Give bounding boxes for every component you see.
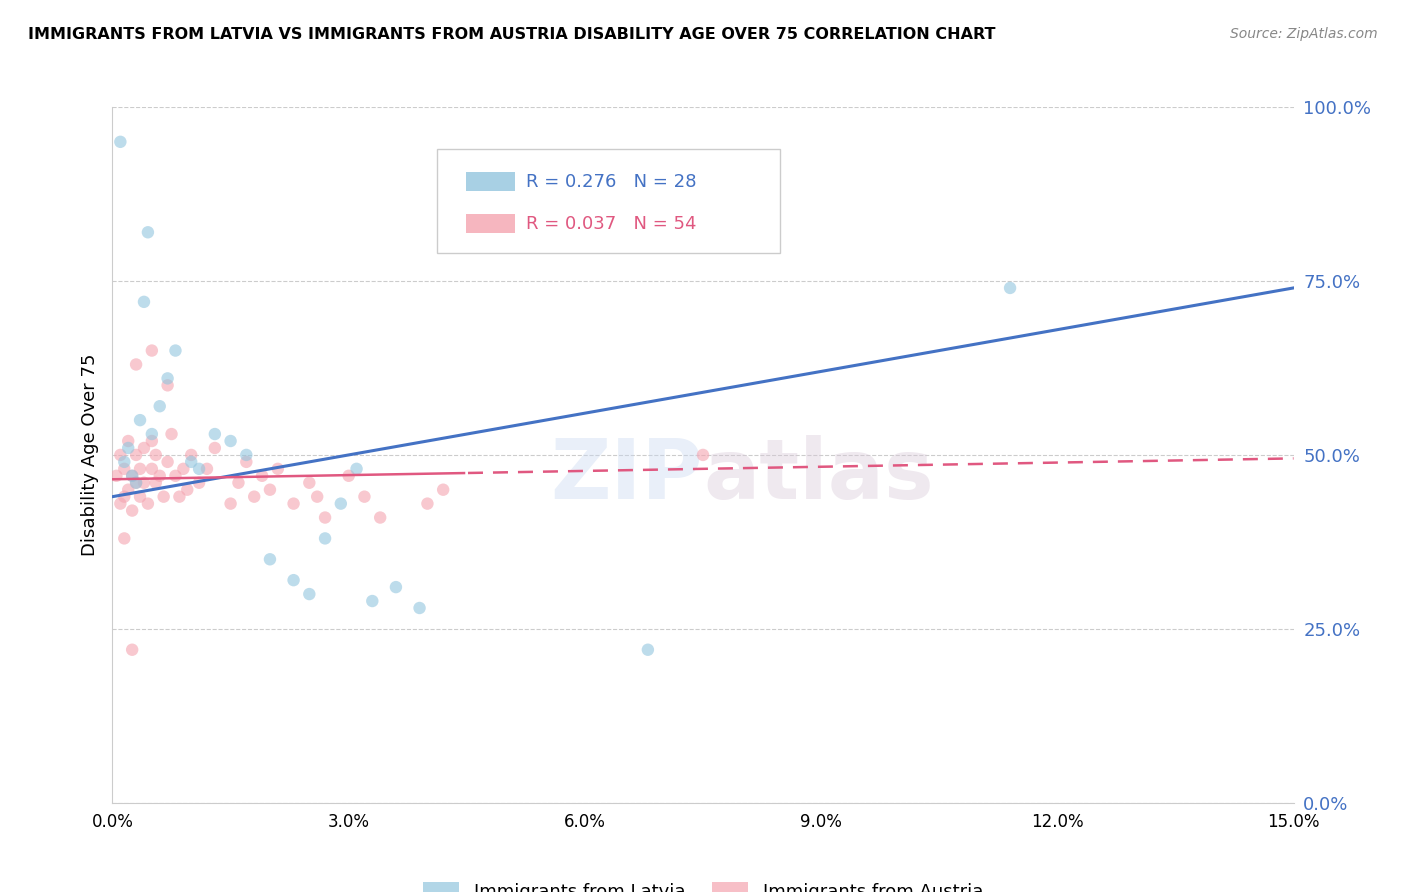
Point	[361, 594, 384, 608]
Point	[188, 475, 211, 490]
Point	[195, 462, 218, 476]
Point	[169, 490, 191, 504]
Point	[132, 475, 155, 490]
Point	[235, 455, 257, 469]
Point	[176, 483, 198, 497]
Point	[141, 427, 163, 442]
Point	[314, 532, 336, 546]
Point	[121, 503, 143, 517]
Point	[259, 483, 281, 497]
Point	[283, 573, 305, 587]
Point	[219, 434, 242, 448]
Point	[219, 497, 242, 511]
Point	[346, 462, 368, 476]
Point	[353, 490, 375, 504]
Point	[136, 225, 159, 239]
Text: R = 0.276   N = 28: R = 0.276 N = 28	[526, 173, 696, 191]
Point	[243, 490, 266, 504]
FancyBboxPatch shape	[465, 172, 515, 191]
Point	[121, 468, 143, 483]
Point	[117, 434, 139, 448]
Y-axis label: Disability Age Over 75: Disability Age Over 75	[80, 353, 98, 557]
Point	[110, 135, 132, 149]
Point	[267, 462, 290, 476]
Point	[145, 448, 167, 462]
Point	[156, 455, 179, 469]
Point	[180, 448, 202, 462]
Point	[432, 483, 454, 497]
Point	[149, 399, 172, 413]
Point	[141, 462, 163, 476]
Point	[136, 497, 159, 511]
Point	[637, 642, 659, 657]
Point	[141, 343, 163, 358]
Point	[408, 601, 430, 615]
Point	[180, 455, 202, 469]
FancyBboxPatch shape	[437, 149, 780, 253]
Legend: Immigrants from Latvia, Immigrants from Austria: Immigrants from Latvia, Immigrants from …	[416, 874, 990, 892]
Point	[129, 413, 152, 427]
Point	[307, 490, 329, 504]
Point	[385, 580, 408, 594]
Point	[129, 490, 152, 504]
Text: IMMIGRANTS FROM LATVIA VS IMMIGRANTS FROM AUSTRIA DISABILITY AGE OVER 75 CORRELA: IMMIGRANTS FROM LATVIA VS IMMIGRANTS FRO…	[28, 27, 995, 42]
Point	[152, 490, 174, 504]
Point	[117, 441, 139, 455]
Point	[117, 483, 139, 497]
Point	[121, 642, 143, 657]
Point	[125, 448, 148, 462]
Point	[368, 510, 391, 524]
Point	[149, 468, 172, 483]
Point	[165, 468, 187, 483]
Text: R = 0.037   N = 54: R = 0.037 N = 54	[526, 215, 696, 233]
Point	[112, 532, 135, 546]
Point	[314, 510, 336, 524]
FancyBboxPatch shape	[465, 214, 515, 233]
Point	[998, 281, 1021, 295]
Point	[129, 462, 152, 476]
Point	[112, 455, 135, 469]
Point	[156, 378, 179, 392]
Point	[132, 441, 155, 455]
Point	[110, 448, 132, 462]
Point	[125, 475, 148, 490]
Point	[112, 490, 135, 504]
Point	[145, 475, 167, 490]
Point	[298, 475, 321, 490]
Point	[156, 371, 179, 385]
Text: Source: ZipAtlas.com: Source: ZipAtlas.com	[1230, 27, 1378, 41]
Point	[188, 462, 211, 476]
Point	[204, 427, 226, 442]
Point	[165, 343, 187, 358]
Text: ZIP: ZIP	[551, 435, 703, 516]
Point	[110, 497, 132, 511]
Point	[298, 587, 321, 601]
Point	[337, 468, 360, 483]
Point	[121, 468, 143, 483]
Point	[250, 468, 273, 483]
Point	[141, 434, 163, 448]
Point	[172, 462, 194, 476]
Point	[160, 427, 183, 442]
Point	[329, 497, 352, 511]
Text: atlas: atlas	[703, 435, 934, 516]
Point	[228, 475, 250, 490]
Point	[105, 468, 128, 483]
Point	[416, 497, 439, 511]
Point	[204, 441, 226, 455]
Point	[112, 462, 135, 476]
Point	[125, 358, 148, 372]
Point	[132, 294, 155, 309]
Point	[283, 497, 305, 511]
Point	[235, 448, 257, 462]
Point	[125, 475, 148, 490]
Point	[692, 448, 714, 462]
Point	[259, 552, 281, 566]
